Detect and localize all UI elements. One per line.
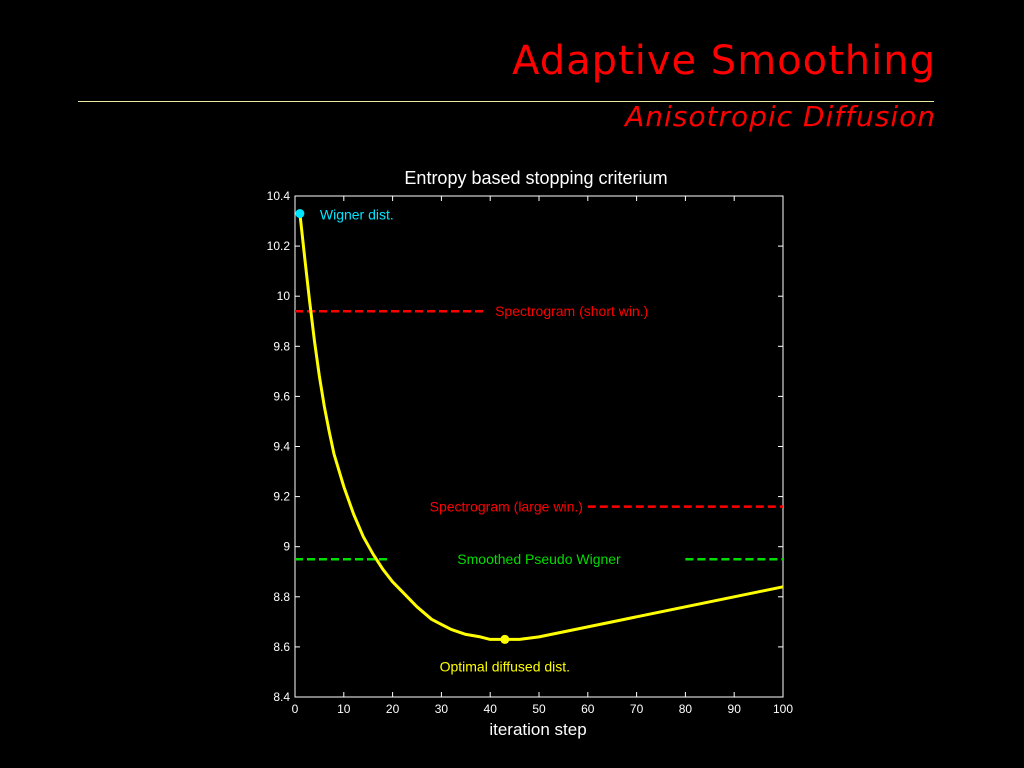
plot-frame	[294, 195, 784, 698]
entropy-curve	[298, 213, 784, 641]
curve-layer	[298, 213, 784, 641]
y-tick-label: 9.4	[273, 440, 290, 454]
y-tick-label: 8.6	[273, 640, 290, 654]
reference-line-label: Spectrogram (large win.)	[430, 499, 583, 515]
slide-subtitle: Anisotropic Diffusion	[625, 100, 936, 133]
x-axis-label: iteration step	[489, 720, 586, 739]
x-tick-label: 30	[435, 702, 449, 716]
x-tick-label: 10	[337, 702, 351, 716]
x-tick-label: 40	[484, 702, 498, 716]
marker-point	[295, 209, 305, 219]
marker-point	[500, 634, 510, 644]
y-tick-label: 9.8	[273, 339, 290, 353]
marker-layer: Wigner dist. Optimal diffused dist.	[295, 207, 570, 674]
x-tick-label: 50	[532, 702, 546, 716]
x-tick-label: 20	[386, 702, 400, 716]
y-tick-label: 8.4	[273, 690, 290, 704]
marker-label: Optimal diffused dist.	[440, 658, 570, 674]
y-tick-label: 10.2	[267, 239, 291, 253]
y-tick-label: 9.2	[273, 490, 290, 504]
chart-title: Entropy based stopping criterium	[404, 168, 667, 188]
y-tick-label: 9.6	[273, 389, 290, 403]
y-tick-label: 10	[277, 289, 291, 303]
title-divider	[78, 101, 934, 102]
reference-line-label: Smoothed Pseudo Wigner	[457, 551, 621, 567]
reference-line-label: Spectrogram (short win.)	[495, 303, 648, 319]
y-tick-label: 9	[283, 540, 290, 554]
x-tick-label: 80	[679, 702, 693, 716]
slide-title: Adaptive Smoothing	[512, 38, 936, 84]
x-tick-label: 60	[581, 702, 595, 716]
reference-lines: Spectrogram (short win.) Spectrogram (lar…	[295, 303, 783, 567]
y-tick-label: 8.8	[273, 590, 290, 604]
y-tick-label: 10.4	[267, 189, 291, 203]
marker-label: Wigner dist.	[320, 207, 394, 223]
x-tick-label: 70	[630, 702, 644, 716]
x-tick-label: 90	[728, 702, 742, 716]
axis-ticks: 0 10 20 30 40 50 60 70 80 90 100 8.4 8.6 8.8 9 9.2 9.4 9.…	[267, 189, 794, 716]
x-tick-label: 100	[773, 702, 793, 716]
x-tick-label: 0	[292, 702, 299, 716]
